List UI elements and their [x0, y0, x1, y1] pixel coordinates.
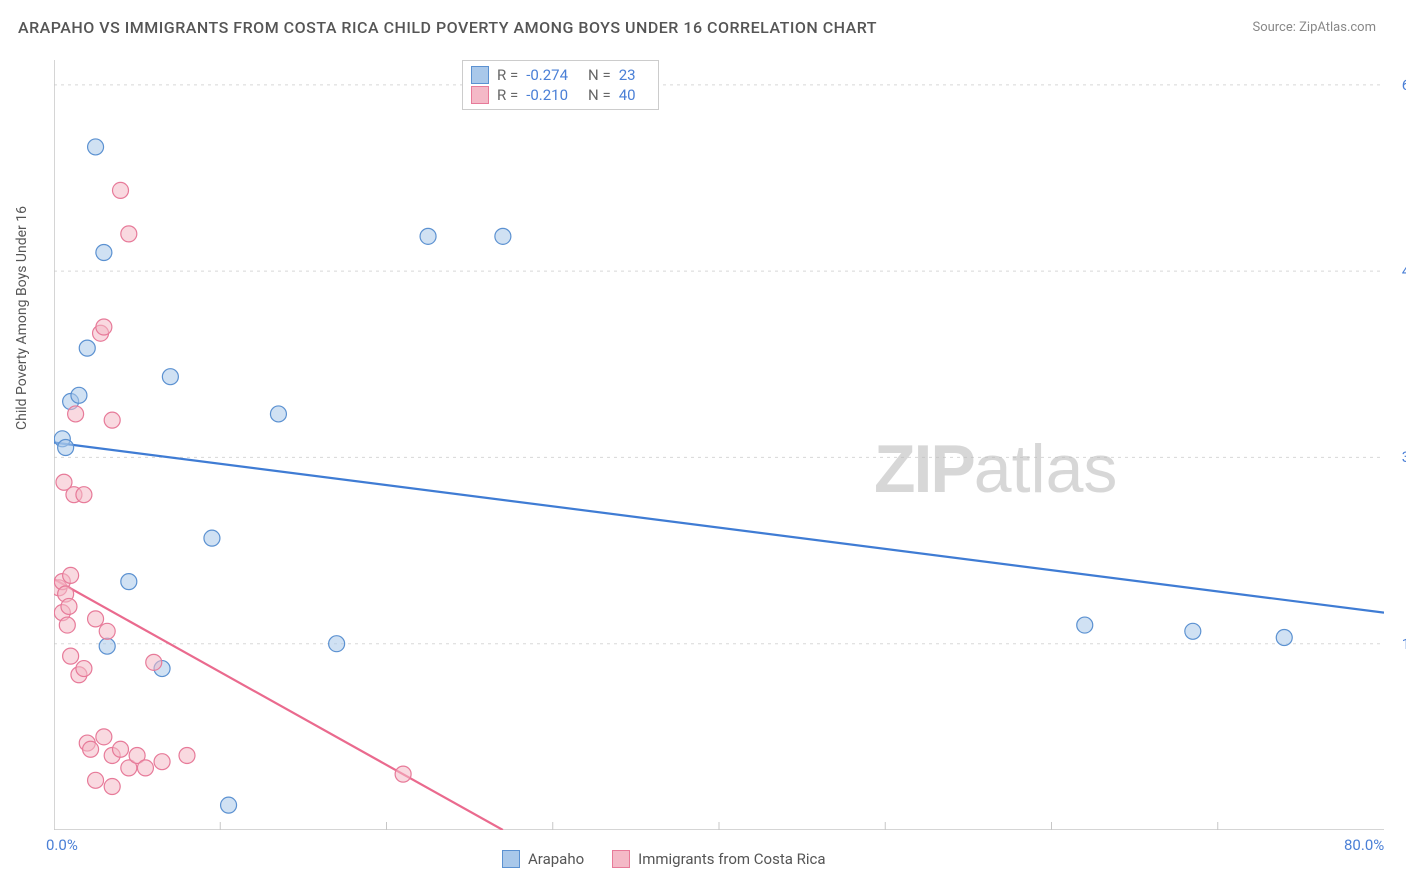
chart-title: ARAPAHO VS IMMIGRANTS FROM COSTA RICA CH…	[18, 18, 877, 37]
legend-item-2: Immigrants from Costa Rica	[612, 850, 825, 868]
series-legend: Arapaho Immigrants from Costa Rica	[502, 850, 826, 868]
y-tick-label: 45.0%	[1402, 262, 1406, 280]
stats-row-series-2: R = -0.210 N = 40	[471, 85, 648, 105]
source-attribution: Source: ZipAtlas.com	[1252, 20, 1376, 35]
chart-plot-area: ZIPatlas R = -0.274 N = 23 R = -0.210 N …	[54, 60, 1384, 830]
correlation-stats-legend: R = -0.274 N = 23 R = -0.210 N = 40	[462, 60, 659, 110]
chart-header: ARAPAHO VS IMMIGRANTS FROM COSTA RICA CH…	[0, 0, 1406, 47]
x-tick-label: 80.0%	[1344, 836, 1384, 854]
legend-swatch-2	[612, 850, 630, 868]
y-axis-label: Child Poverty Among Boys Under 16	[14, 206, 30, 430]
y-tick-label: 60.0%	[1402, 76, 1406, 94]
legend-swatch-1	[502, 850, 520, 868]
legend-item-1: Arapaho	[502, 850, 584, 868]
y-tick-label: 30.0%	[1402, 448, 1406, 466]
swatch-series-2	[471, 86, 489, 104]
stats-row-series-1: R = -0.274 N = 23	[471, 65, 648, 85]
swatch-series-1	[471, 66, 489, 84]
y-tick-label: 15.0%	[1402, 635, 1406, 653]
x-tick-label: 0.0%	[46, 836, 78, 854]
scatter-plot-svg	[54, 60, 1384, 830]
